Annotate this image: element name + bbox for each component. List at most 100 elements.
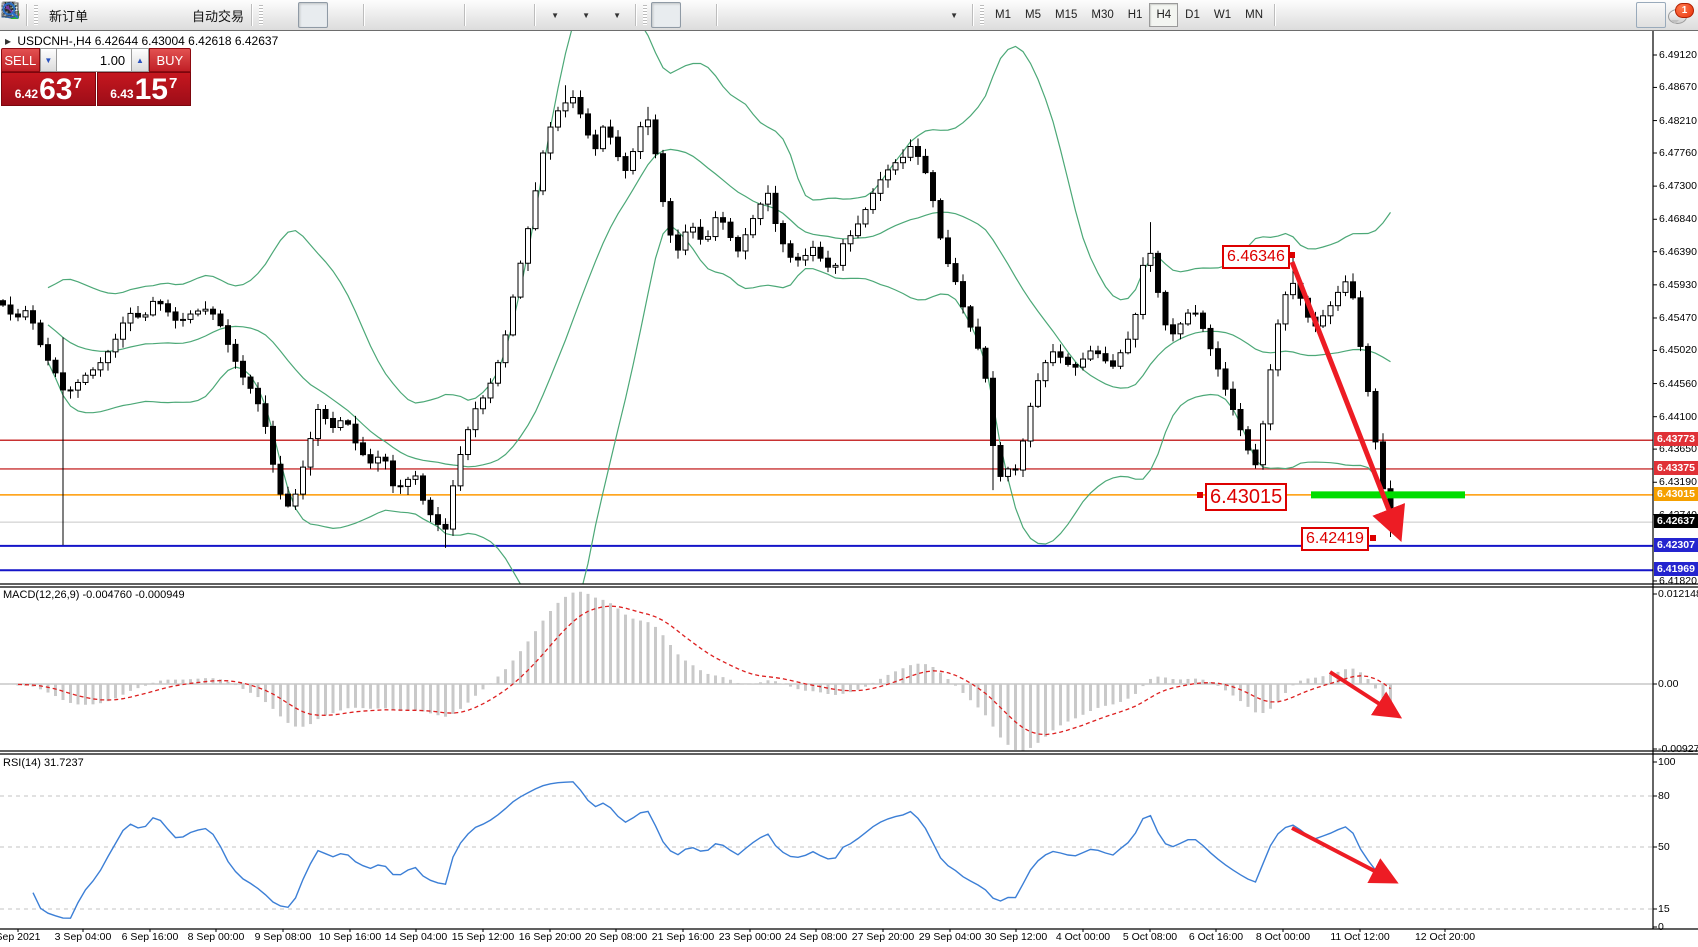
tab-timeframe-MN[interactable]: MN (1245, 9, 1263, 21)
candle-body (1102, 353, 1109, 362)
bollinger-lower-line (47, 224, 1392, 584)
candlestick-icon[interactable] (3, 2, 329, 28)
time-axis-label: 15 Sep 12:00 (451, 931, 515, 943)
candle-body (150, 300, 156, 316)
equidistant-channel-icon[interactable]: E (1, 1, 844, 28)
highlight-support-bar[interactable] (1311, 491, 1465, 499)
trendline-icon[interactable] (2, 2, 813, 28)
candle-body (1162, 291, 1169, 326)
chart-shift-icon[interactable] (4, 2, 530, 28)
time-axis-label: Sep 2021 (0, 931, 41, 943)
candle-body (990, 377, 996, 447)
tab-timeframe-M1[interactable]: M1 (995, 9, 1012, 21)
candle-body (240, 360, 246, 378)
candle-body (540, 152, 546, 192)
candle-body (690, 226, 696, 233)
horizontal-line-icon[interactable] (2, 2, 782, 28)
candle-body (172, 311, 179, 321)
candle-body (1335, 291, 1341, 307)
sell-price-button[interactable]: 6.42 63 7 (1, 72, 96, 106)
line-chart-icon[interactable] (1, 2, 359, 28)
candle-body (622, 156, 629, 171)
price-levels[interactable] (0, 439, 1653, 572)
indicators-button[interactable]: ▼ (1, 2, 569, 28)
text-label-icon[interactable]: T (1, 2, 937, 28)
periods-button[interactable]: ▼ (1, 1, 600, 28)
tab-timeframe-D1[interactable]: D1 (1185, 9, 1200, 21)
sell-price-pips: 63 (39, 73, 73, 106)
navigator-button[interactable] (2, 2, 184, 28)
notifications-button[interactable]: 1 (1666, 3, 1694, 27)
tile-windows-icon[interactable] (1, 2, 460, 28)
candle-body (802, 254, 809, 261)
tab-timeframe-M30[interactable]: M30 (1091, 9, 1114, 21)
search-icon[interactable] (2, 2, 1666, 28)
tab-timeframe-H4[interactable]: H4 (1149, 3, 1179, 27)
time-axis-label: 23 Sep 00:00 (718, 931, 782, 943)
candle-body (1125, 338, 1131, 354)
candle-body (67, 389, 74, 392)
candle-body (157, 300, 164, 305)
crosshair-icon[interactable] (2, 2, 712, 28)
dropdown-caret: ▼ (551, 10, 559, 20)
tab-timeframe-H1[interactable]: H1 (1127, 9, 1143, 21)
tab-timeframe-M15[interactable]: M15 (1055, 9, 1078, 21)
price-callout-high[interactable]: 6.46346 (1222, 245, 1290, 269)
chart-marker-icon: ▸ (5, 34, 12, 48)
buy-button[interactable]: BUY (148, 48, 191, 72)
candle-body (487, 382, 494, 399)
candle-body (697, 226, 704, 240)
candle-body (405, 478, 411, 487)
autotrade-button[interactable]: 自动交易 (2, 2, 247, 28)
cursor-icon[interactable] (5, 2, 682, 28)
price-tick-label: 6.49120 (1659, 49, 1697, 61)
text-icon[interactable]: A (3, 2, 906, 28)
price-callout-support[interactable]: 6.43015 (1205, 483, 1288, 511)
bar-chart-icon[interactable] (3, 2, 297, 28)
zoom-out-icon[interactable] (2, 2, 429, 28)
candle-body (97, 362, 104, 371)
candle-body (532, 190, 539, 230)
candle-body (577, 97, 584, 115)
templates-button[interactable]: ▼ (1, 2, 631, 28)
auto-scroll-icon[interactable] (3, 2, 499, 28)
candle-body (1132, 313, 1139, 340)
candle-body (915, 146, 921, 157)
buy-price-pips: 15 (134, 73, 168, 106)
candle-body (195, 310, 201, 315)
callout-anchor-square (1370, 535, 1376, 541)
volume-increase-button[interactable]: ▲ (131, 48, 149, 72)
time-axis-label: 9 Sep 08:00 (254, 931, 312, 943)
trend-arrow-main[interactable] (1289, 261, 1406, 542)
candle-body (90, 369, 96, 376)
volume-input[interactable] (57, 48, 132, 72)
data-window-button[interactable] (3, 2, 153, 28)
candle-body (907, 146, 914, 158)
time-axis-label: 16 Sep 20:00 (518, 931, 582, 943)
tab-timeframe-M5[interactable]: M5 (1025, 9, 1041, 21)
arrows-objects-button[interactable]: ▼ (3, 2, 968, 28)
sell-button[interactable]: SELL (1, 48, 40, 72)
market-watch-button[interactable] (1, 1, 122, 28)
candle-body (840, 243, 846, 266)
volume-decrease-button[interactable]: ▼ (39, 48, 58, 72)
trend-arrow-rsi[interactable] (1291, 826, 1399, 884)
candle-body (1080, 358, 1086, 368)
price-callout-low[interactable]: 6.42419 (1301, 527, 1369, 551)
candle-body (1155, 252, 1161, 293)
tab-timeframe-W1[interactable]: W1 (1213, 9, 1232, 21)
candle-body (330, 417, 336, 428)
time-axis-label: 8 Sep 00:00 (187, 931, 245, 943)
time-axis-label: 24 Sep 08:00 (784, 931, 848, 943)
fibonacci-icon[interactable]: F (2, 2, 875, 28)
buy-price-button[interactable]: 6.43 15 7 (96, 72, 191, 106)
candle-body (637, 126, 644, 153)
trend-arrow-macd[interactable] (1328, 670, 1403, 719)
zoom-in-icon[interactable] (2, 2, 398, 28)
new-order-button[interactable]: 新订单 (2, 1, 91, 28)
candle-body (1290, 282, 1296, 296)
candle-body (615, 136, 621, 158)
candle-body (420, 475, 426, 501)
vertical-line-icon[interactable] (7, 2, 751, 28)
